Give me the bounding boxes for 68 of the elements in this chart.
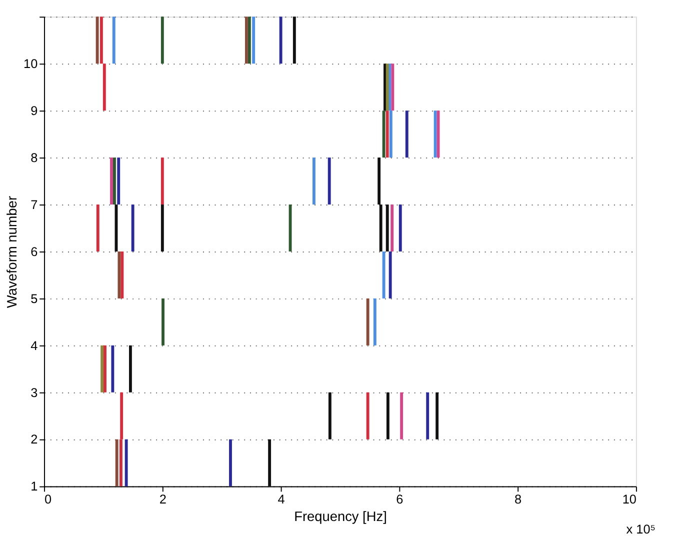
bar <box>96 204 100 252</box>
bar <box>426 392 430 440</box>
bar <box>162 298 164 346</box>
bar <box>111 345 114 392</box>
x-tick-label: 2 <box>159 491 166 506</box>
bar <box>124 439 128 486</box>
y-tick-label: 9 <box>30 102 38 118</box>
bar <box>117 158 120 205</box>
x-tick-label: 4 <box>278 491 285 506</box>
text: x 10⁵ <box>626 521 656 536</box>
bar <box>160 204 164 252</box>
bar <box>248 16 251 64</box>
x-tick-label: 10 <box>622 491 636 506</box>
bar <box>100 16 103 64</box>
bar <box>160 158 164 205</box>
bar <box>366 392 370 440</box>
y-tick-label: 2 <box>30 432 38 447</box>
y-tick-label: 8 <box>30 150 38 165</box>
bar <box>100 345 104 392</box>
bar <box>382 110 386 158</box>
bar <box>112 16 116 64</box>
y-tick-label: 10 <box>24 56 38 72</box>
x-tick-label: 0 <box>44 491 52 506</box>
y-tick-label: 5 <box>30 290 38 306</box>
bar <box>252 16 256 64</box>
bar <box>405 110 408 158</box>
x-tick-label: 8 <box>514 491 522 506</box>
bar <box>128 345 132 392</box>
bar <box>434 110 437 158</box>
bar <box>292 16 296 64</box>
y-tick-label: 6 <box>30 244 38 259</box>
bar <box>382 251 386 298</box>
bar <box>279 16 282 64</box>
y-tick-label: 3 <box>30 384 38 400</box>
bar <box>118 251 121 298</box>
bar <box>160 16 164 64</box>
bar <box>388 251 392 298</box>
y-tick-label: 7 <box>30 196 38 212</box>
bar <box>96 16 99 64</box>
y-tick-label: 1 <box>30 478 38 494</box>
bar <box>131 204 134 252</box>
bar <box>245 16 248 64</box>
y-tick-label: 4 <box>30 338 38 353</box>
bar <box>386 64 389 111</box>
x-tick-label: 6 <box>396 491 404 506</box>
bar <box>386 204 389 252</box>
bar <box>110 158 113 205</box>
bar <box>113 158 116 205</box>
bar <box>398 204 402 252</box>
bar <box>400 392 404 440</box>
y-axis-title: Waveform number <box>4 196 20 308</box>
bar <box>390 204 394 252</box>
bar <box>102 64 106 111</box>
bar <box>386 392 390 440</box>
bar <box>366 298 370 346</box>
bar <box>373 298 376 346</box>
x-axis-title: Frequency [Hz] <box>294 509 387 524</box>
bar <box>391 64 394 111</box>
bar <box>104 345 106 392</box>
bar <box>436 392 439 440</box>
bar <box>120 251 124 298</box>
bar <box>115 439 118 486</box>
bar <box>386 110 389 158</box>
bar <box>328 392 332 440</box>
bar <box>268 439 272 486</box>
bar <box>229 439 232 486</box>
bar <box>328 158 331 205</box>
bar <box>312 158 316 205</box>
